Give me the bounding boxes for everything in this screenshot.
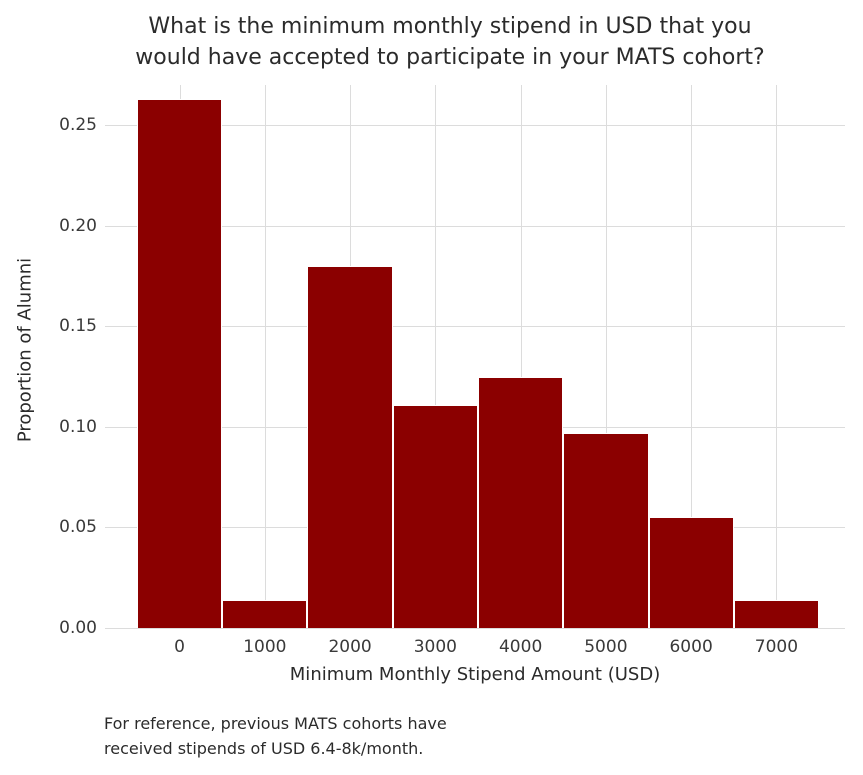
footnote: For reference, previous MATS cohorts hav… [104,714,447,758]
y-tick-labels: 0.00 0.05 0.10 0.15 0.20 0.25 [0,85,97,638]
x-tick-label: 2000 [328,637,372,657]
v-gridline [520,85,522,628]
bar-5000 [563,432,649,628]
plot-area [105,85,845,629]
y-tick-label: 0.20 [59,215,97,236]
x-tick-label: 0 [174,637,186,657]
y-tick-label: 0.10 [59,416,97,437]
bar-7000 [733,599,820,628]
y-tick-label: 0.00 [59,618,97,638]
bar-1000 [222,599,308,628]
x-axis-label: Minimum Monthly Stipend Amount (USD) [289,664,661,685]
v-gridline [691,85,693,628]
h-gridline [105,628,845,629]
x-tick-label: 1000 [243,637,287,657]
y-tick-label: 0.25 [59,115,97,136]
bar-2000 [307,266,393,628]
h-gridline [105,125,845,127]
v-gridline [264,85,266,628]
x-tick-label: 7000 [754,637,799,657]
x-tick-label: 3000 [413,637,457,657]
bar-3000 [392,404,478,628]
v-gridline [776,85,778,628]
x-tick-label: 6000 [669,637,713,657]
bar-6000 [648,517,734,628]
y-tick-label: 0.15 [59,316,97,337]
x-tick-label: 4000 [498,637,543,657]
v-gridline [435,85,437,628]
h-gridline [105,326,845,328]
y-tick-label: 0.05 [59,517,97,538]
h-gridline [105,225,845,227]
bar-4000 [477,376,564,628]
x-tick-label: 5000 [584,637,628,657]
bar-0 [136,99,223,628]
chart-title: What is the minimum monthly stipend in U… [135,14,765,70]
v-gridline [605,85,607,628]
x-tick-labels: 0 1000 2000 3000 4000 5000 6000 7000 [105,628,845,658]
